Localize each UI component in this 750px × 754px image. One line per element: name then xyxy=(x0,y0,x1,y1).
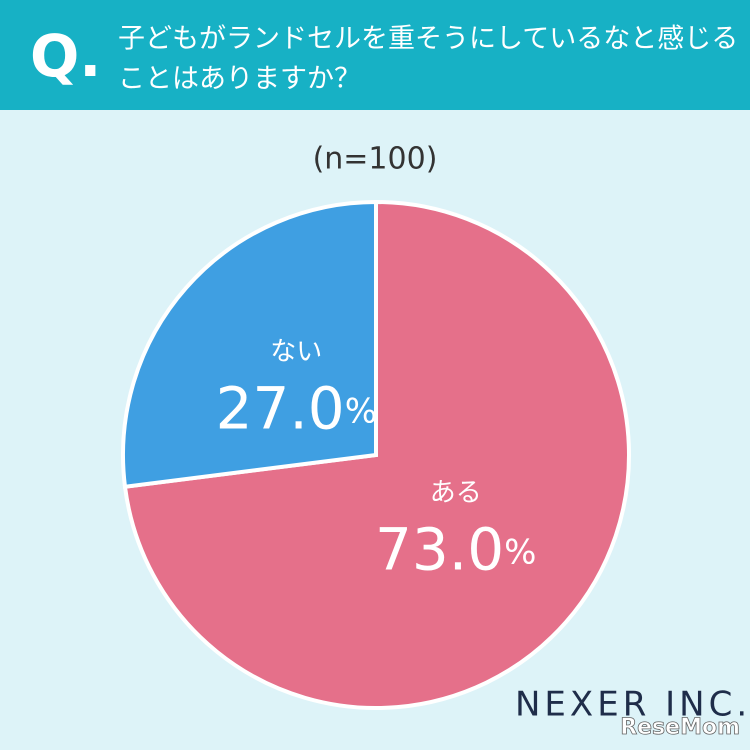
value-label: 27.0% xyxy=(216,375,377,443)
value-label: 73.0% xyxy=(375,515,536,583)
watermark: ReseMom xyxy=(620,715,740,740)
chart-subtitle: (n=100) xyxy=(313,142,438,177)
question-line: 子どもがランドセルを重そうにしているなと感じる xyxy=(118,24,738,55)
q-mark: Q. xyxy=(30,22,101,90)
logo: NEXER INC. xyxy=(515,685,750,725)
header-band xyxy=(0,0,750,110)
slice-label: ない xyxy=(270,337,322,367)
slice-label: ある xyxy=(430,478,482,508)
pie: ある 73.0% ない 27.0% xyxy=(121,199,631,710)
pie-slice xyxy=(121,199,378,489)
question-line: ことはありますか？ xyxy=(118,64,361,95)
